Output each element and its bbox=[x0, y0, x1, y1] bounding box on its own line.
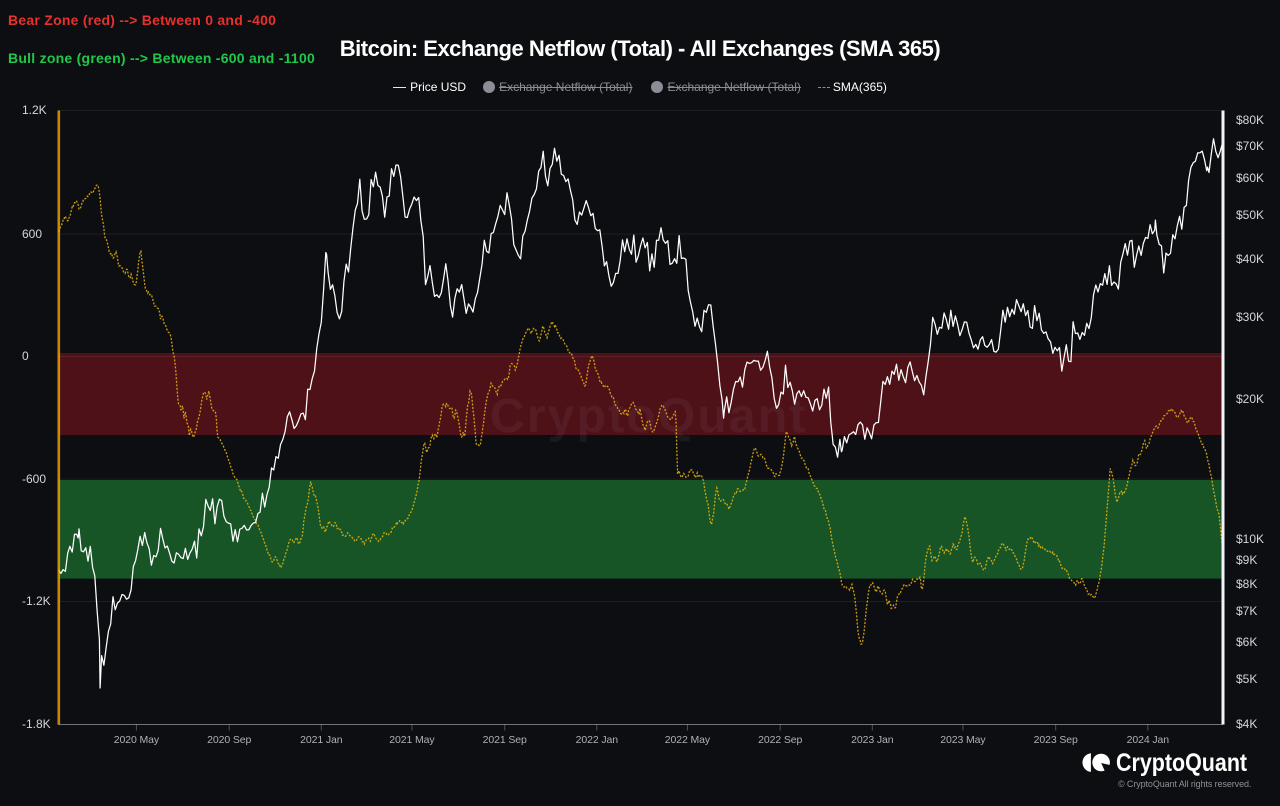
svg-text:CryptoQuant: CryptoQuant bbox=[490, 390, 808, 443]
